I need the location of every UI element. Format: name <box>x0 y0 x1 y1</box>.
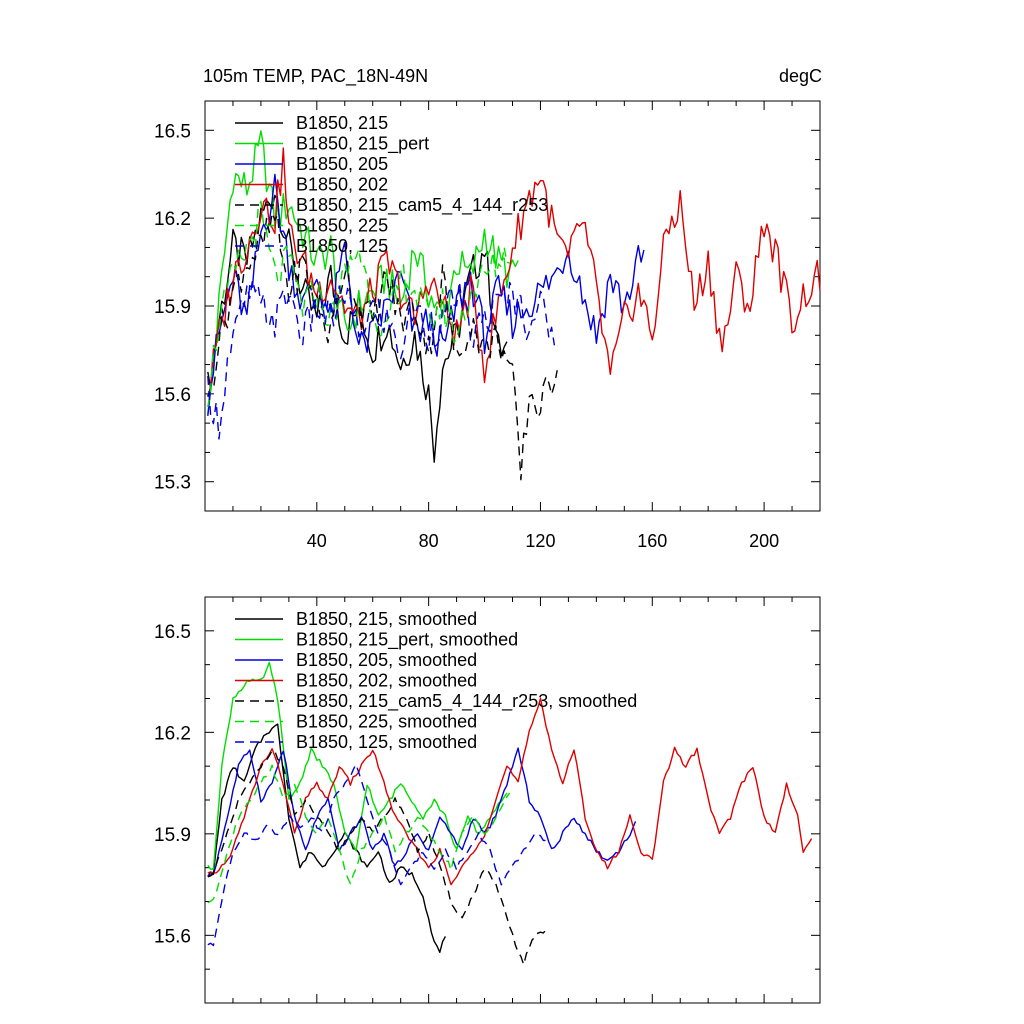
series-line <box>207 212 558 481</box>
y-tick-label: 15.9 <box>154 825 191 846</box>
y-tick-label: 16.5 <box>154 121 191 142</box>
series-line <box>207 747 637 877</box>
y-tick-label: 15.9 <box>154 297 191 318</box>
chart-title: 105m TEMP, PAC_18N-49N <box>203 66 428 87</box>
legend-entry: B1850, 125, smoothed <box>296 732 477 752</box>
x-tick-label: 120 <box>525 531 555 551</box>
y-tick-label: 15.3 <box>154 473 191 494</box>
x-tick-label: 40 <box>307 531 327 551</box>
legend-entry: B1850, 202 <box>296 175 388 195</box>
series-line <box>207 173 645 416</box>
legend-entry: B1850, 215_cam5_4_144_r253 <box>296 195 548 216</box>
series-line <box>207 723 447 953</box>
y-tick-label: 15.6 <box>154 385 191 406</box>
y-tick-label: 16.5 <box>154 622 191 643</box>
legend-entry: B1850, 215 <box>296 113 388 133</box>
x-tick-label: 160 <box>637 531 667 551</box>
series-line <box>207 200 510 408</box>
y-tick-label: 16.2 <box>154 209 191 230</box>
legend-entry: B1850, 202, smoothed <box>296 671 477 691</box>
legend-entry: B1850, 205, smoothed <box>296 650 477 670</box>
legend-entry: B1850, 215_pert <box>296 134 429 155</box>
legend-entry: B1850, 125 <box>296 236 388 256</box>
top-panel: 105m TEMP, PAC_18N-49N degC 40 80 120 160 20… <box>154 66 822 551</box>
series-line <box>207 147 821 398</box>
legend-entry: B1850, 215_pert, smoothed <box>296 630 518 651</box>
legend-entry: B1850, 215_cam5_4_144_r253, smoothed <box>296 691 637 712</box>
x-tick-label: 80 <box>419 531 439 551</box>
series-line <box>207 749 549 966</box>
x-tick-label: 200 <box>749 531 779 551</box>
series-line <box>207 763 550 947</box>
series-line <box>207 764 511 904</box>
units-label: degC <box>779 66 822 86</box>
legend-entry: B1850, 225 <box>296 216 388 236</box>
series-line <box>207 279 556 440</box>
legend-entry: B1850, 225, smoothed <box>296 712 477 732</box>
legend-entry: B1850, 205 <box>296 154 388 174</box>
y-tick-label: 15.6 <box>154 926 191 947</box>
y-tick-label: 16.2 <box>154 723 191 744</box>
legend-entry: B1850, 215, smoothed <box>296 609 477 629</box>
series-line <box>207 697 813 886</box>
series-line <box>207 130 519 415</box>
